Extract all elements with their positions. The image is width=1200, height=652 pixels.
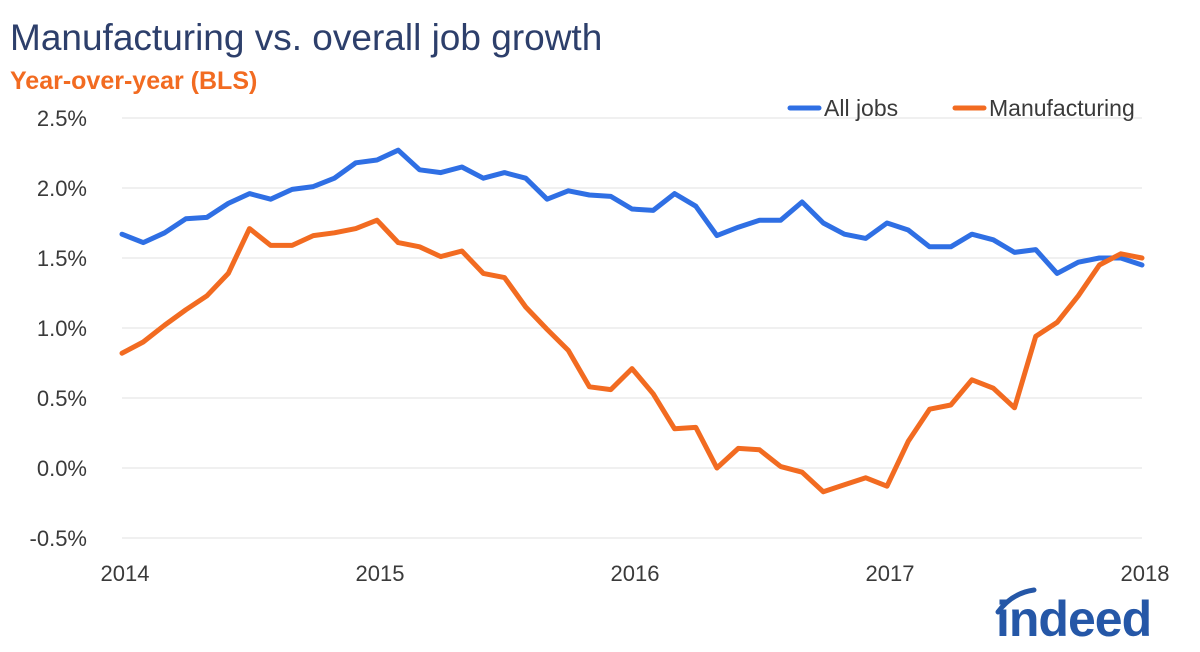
y-tick-label: 0.5% [37, 386, 87, 411]
y-tick-label: -0.5% [30, 526, 87, 551]
logo-wordmark: indeed [996, 591, 1151, 647]
x-axis-ticks: 2014 2015 2016 2017 2018 [101, 561, 1170, 586]
y-tick-label: 0.0% [37, 456, 87, 481]
y-tick-label: 2.5% [37, 106, 87, 131]
grid [122, 117, 1142, 539]
series-lines [119, 147, 1145, 495]
series-line-manufacturing [119, 217, 1145, 495]
y-tick-label: 2.0% [37, 176, 87, 201]
x-tick-label: 2016 [611, 561, 660, 586]
series-line-all-jobs [119, 147, 1145, 276]
legend: All jobs Manufacturing [787, 95, 1135, 121]
chart-subtitle: Year-over-year (BLS) [10, 67, 257, 95]
y-tick-label: 1.5% [37, 246, 87, 271]
x-tick-label: 2018 [1121, 561, 1170, 586]
logo-arc-icon [995, 587, 1037, 615]
y-tick-label: 1.0% [37, 316, 87, 341]
legend-label-all-jobs: All jobs [824, 95, 898, 121]
legend-label-manufacturing: Manufacturing [989, 95, 1135, 121]
x-tick-label: 2014 [101, 561, 150, 586]
chart-title: Manufacturing vs. overall job growth [10, 17, 602, 58]
x-tick-label: 2015 [356, 561, 405, 586]
x-tick-label: 2017 [866, 561, 915, 586]
indeed-logo: indeed [995, 587, 1152, 647]
y-axis-ticks: -0.5% 0.0% 0.5% 1.0% 1.5% 2.0% 2.5% [30, 106, 87, 551]
